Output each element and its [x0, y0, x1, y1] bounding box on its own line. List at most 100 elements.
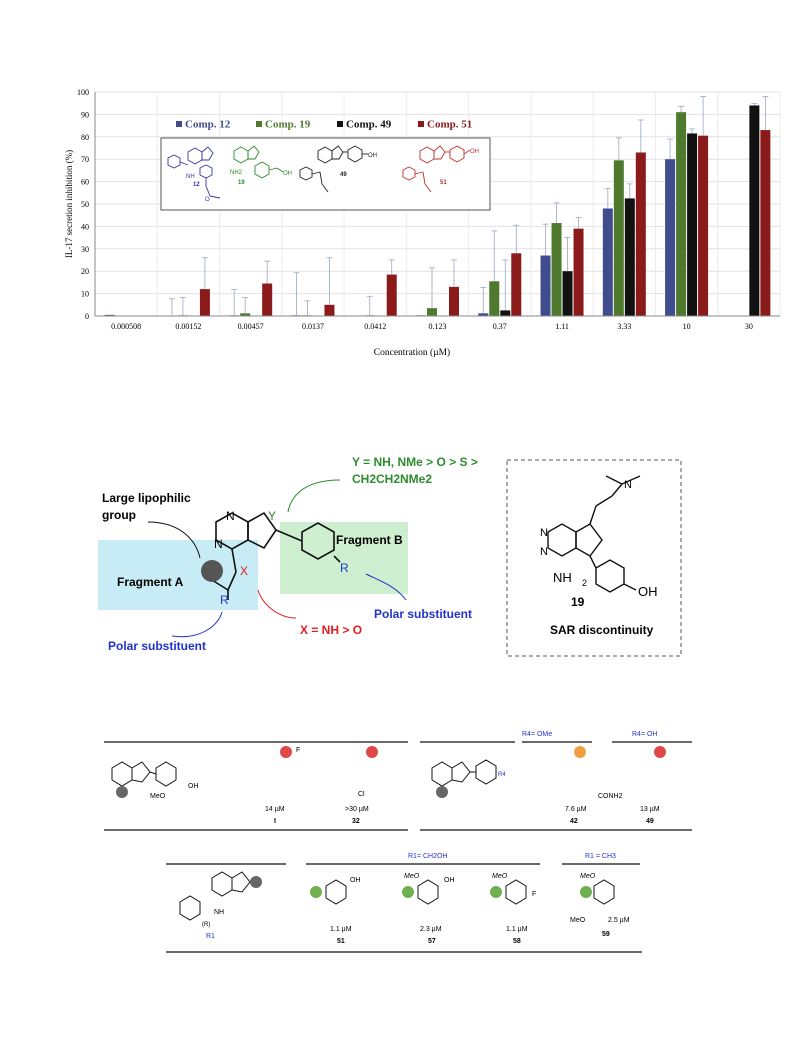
bar-3-4	[386, 274, 397, 316]
t2-f: F	[532, 891, 536, 898]
inset-structures: NH 12 O NH2 19 OH OH 49	[160, 137, 491, 211]
t2-nh: NH	[214, 909, 224, 916]
t1-ic50-a: 14 µM	[265, 806, 285, 813]
x-tick-2: 0.00457	[238, 322, 264, 331]
x-tick-4: 0.0412	[364, 322, 386, 331]
x-tick-labels: 0.000508 0.00152 0.00457 0.0137 0.0412 0.123 0…	[111, 322, 753, 331]
t1-ic50-b: >30 µM	[345, 806, 369, 813]
large-group-label: Large lipophilic	[102, 491, 191, 505]
arrow-x	[257, 589, 297, 619]
bar-1-5	[427, 308, 437, 316]
compound-19-nh2: NH	[553, 570, 572, 585]
compound-19-structure	[547, 475, 641, 593]
arrow-y	[287, 479, 341, 513]
t1-header-d: R4= OH	[632, 731, 657, 738]
bar-3-5	[449, 286, 459, 316]
legend-swatch-12	[176, 121, 182, 127]
core-atom-n1: N	[226, 509, 235, 523]
bar-1-7	[551, 223, 562, 316]
y-tick-0: 0	[85, 312, 89, 321]
t1-id-b: 32	[352, 818, 360, 825]
atom-x: X	[240, 564, 248, 578]
core-structure	[211, 511, 341, 600]
bar-3-3	[324, 304, 335, 316]
bar-1-9	[676, 112, 687, 316]
compound-19-oh: OH	[638, 584, 658, 599]
legend-swatch-19	[256, 121, 262, 127]
inset-label-51: 51	[440, 180, 447, 186]
polar-left-label: Polar substituent	[108, 639, 206, 653]
legend-label-51: Comp. 51	[427, 119, 472, 131]
bar-3-6	[511, 253, 522, 316]
c19-atom-n2: N	[540, 546, 548, 558]
t2-id-57: 57	[428, 938, 436, 945]
bar-1-6	[489, 281, 500, 316]
inset-box	[160, 137, 491, 211]
t2-header-a: R1= CH2OH	[408, 853, 447, 860]
x-tick-6: 0.37	[493, 322, 507, 331]
inset-atom-oh-19: OH	[283, 171, 292, 177]
r-sphere-b	[366, 746, 378, 758]
sar-table-1: MeO OH F Cl R4 CONH2 R4= OMe R4= OH 14 µ…	[104, 731, 692, 831]
t1-id-c: 42	[570, 818, 578, 825]
inset-atom-oh-49: OH	[368, 153, 377, 159]
t2-meo-57: MeO	[404, 873, 420, 880]
compound-19-box	[506, 459, 682, 657]
t1-cl: Cl	[358, 791, 365, 798]
inset-atom-nh2: NH2	[230, 170, 243, 176]
atom-r4: R	[340, 561, 349, 575]
bar-2-7	[562, 271, 573, 316]
t1-header-c: R4= OMe	[522, 731, 552, 738]
bar-3-2	[262, 283, 273, 316]
inset-atom-oh-51: OH	[470, 149, 479, 155]
structure-12	[167, 146, 221, 199]
inset-label-12: 12	[193, 182, 200, 188]
x-tick-0: 0.000508	[111, 322, 141, 331]
bar-0-6	[478, 313, 489, 316]
t1-id-a: I	[274, 818, 276, 825]
arrow-polar-left	[171, 611, 223, 638]
t2-ic50-58: 1.1 µM	[506, 926, 528, 933]
y-note: Y = NH, NMe > O > S >	[352, 455, 478, 469]
fragment-b-label: Fragment B	[336, 533, 403, 547]
bar-3-10	[760, 130, 771, 316]
fragment-a-box	[98, 540, 258, 610]
structure-51	[402, 145, 471, 193]
x-tick-9: 10	[683, 322, 691, 331]
t1-conh2: CONH2	[598, 793, 623, 800]
sar-discontinuity: SAR discontinuity	[550, 623, 654, 637]
t2-meo-58: MeO	[492, 873, 508, 880]
r-sphere-d	[654, 746, 666, 758]
y-tick-60: 60	[81, 178, 89, 187]
y-tick-100: 100	[77, 88, 89, 97]
r-sphere-c	[574, 746, 586, 758]
sar-table-2: R1= CH2OH R1 = CH3 NH (R) R1 OH MeO OH M…	[166, 853, 642, 953]
bar-3-8	[635, 152, 646, 316]
t2-meo-59a: MeO	[580, 873, 596, 880]
c19-atom-n1: N	[540, 527, 548, 539]
t2-ic50-51: 1.1 µM	[330, 926, 352, 933]
t2-r: (R)	[202, 922, 210, 928]
legend-swatch-49	[337, 121, 343, 127]
y-tick-30: 30	[81, 245, 89, 254]
bar-2-8	[624, 198, 635, 316]
y-axis-title: IL-17 secretion inhibition (%)	[64, 150, 74, 258]
bar-2-6	[500, 310, 511, 316]
legend-label-12: Comp. 12	[185, 119, 231, 131]
t2-id-51: 51	[337, 938, 345, 945]
bar-series	[104, 96, 771, 317]
t2-oh-57: OH	[444, 877, 455, 884]
x-axis-title: Concentration (µM)	[374, 347, 450, 358]
legend-label-19: Comp. 19	[265, 119, 311, 131]
c19-atom-n3: N	[624, 479, 632, 491]
x-tick-8: 3.33	[617, 322, 631, 331]
compound-19-sub2: 2	[582, 578, 587, 588]
bar-3-1	[199, 289, 210, 316]
t1-ic50-d: 13 µM	[640, 806, 660, 813]
bar-2-10	[749, 105, 760, 316]
t2-meo-59b: MeO	[570, 917, 586, 924]
x-tick-3: 0.0137	[302, 322, 324, 331]
y-tick-80: 80	[81, 133, 89, 142]
y-tick-70: 70	[81, 155, 89, 164]
